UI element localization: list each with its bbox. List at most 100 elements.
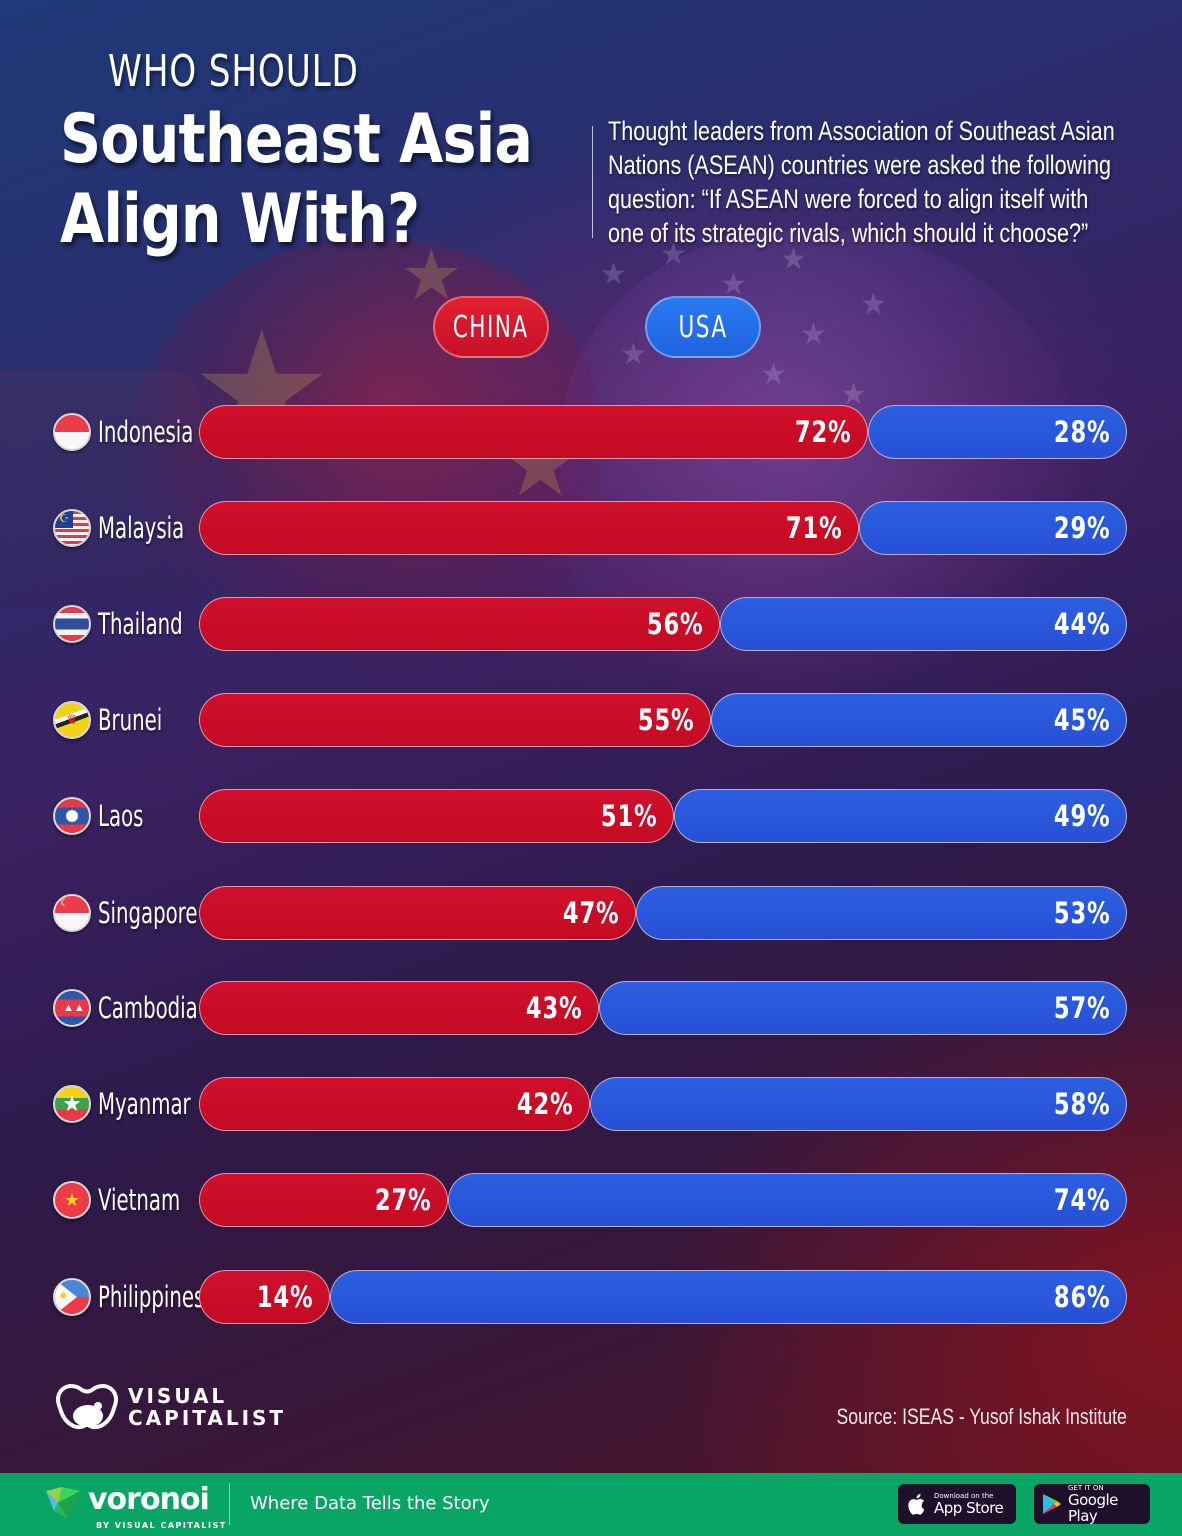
title-line-2: Align With? <box>60 180 420 259</box>
usa-value: 49% <box>1053 799 1110 833</box>
china-bar: 72% <box>199 405 868 459</box>
tagline: Where Data Tells the Story <box>250 1493 490 1514</box>
voronoi-wordmark: voronoi <box>88 1482 210 1517</box>
usa-bar: 28% <box>868 405 1127 459</box>
visual-capitalist-logo: VISUAL CAPITALIST <box>52 1380 286 1434</box>
google-play-small-text: GET IT ON <box>1068 1484 1104 1492</box>
country-label: Thailand <box>98 607 183 641</box>
china-bar: 71% <box>199 501 859 555</box>
china-bar: 55% <box>199 693 711 747</box>
legend-usa-label: USA <box>678 309 728 345</box>
myanmar-flag-icon: ★ <box>53 1085 91 1123</box>
brunei-flag-icon: ♛ <box>53 701 91 739</box>
country-label: Malaysia <box>98 511 185 545</box>
background-us-star-icon: ★ <box>620 338 647 371</box>
usa-bar: 57% <box>599 981 1127 1035</box>
voronoi-logo[interactable]: voronoi BY VISUAL CAPITALIST <box>44 1482 225 1530</box>
country-label: Indonesia <box>98 415 194 449</box>
usa-bar: 44% <box>720 597 1127 651</box>
usa-value: 58% <box>1053 1087 1110 1121</box>
background-us-star-icon: ★ <box>840 378 867 411</box>
usa-value: 29% <box>1053 511 1110 545</box>
source-note: Source: ISEAS - Yusof Ishak Institute <box>836 1404 1127 1429</box>
chart-row: Indonesia 72% 28% <box>0 405 1182 459</box>
usa-value: 44% <box>1053 607 1110 641</box>
title-kicker: WHO SHOULD <box>108 46 359 97</box>
usa-bar: 45% <box>711 693 1127 747</box>
brand-line-1: VISUAL <box>128 1384 228 1408</box>
chart-row: Laos 51% 49% <box>0 789 1182 843</box>
usa-value: 45% <box>1053 703 1110 737</box>
voronoi-footer-bar: voronoi BY VISUAL CAPITALIST Where Data … <box>0 1473 1182 1536</box>
chart-row: ★ Vietnam 27% 74% <box>0 1173 1182 1227</box>
china-bar: 42% <box>199 1077 590 1131</box>
country-label: Brunei <box>98 703 163 737</box>
google-play-big-text: Google Play <box>1068 1491 1118 1525</box>
voronoi-subtitle: BY VISUAL CAPITALIST <box>96 1521 227 1530</box>
chart-description: Thought leaders from Association of Sout… <box>608 116 1115 248</box>
china-value: 27% <box>374 1183 431 1217</box>
china-value: 14% <box>256 1280 313 1314</box>
background-us-star-icon: ★ <box>660 238 687 271</box>
header-divider <box>592 126 593 238</box>
china-value: 43% <box>525 991 582 1025</box>
chart-row: ☪ Malaysia 71% 29% <box>0 501 1182 555</box>
indonesia-flag-icon <box>53 413 91 451</box>
cambodia-flag-icon: ▲▲ <box>53 989 91 1027</box>
china-value: 47% <box>562 896 619 930</box>
usa-bar: 58% <box>590 1077 1127 1131</box>
usa-value: 53% <box>1053 896 1110 930</box>
thailand-flag-icon <box>53 605 91 643</box>
background-us-star-icon: ★ <box>780 243 807 276</box>
china-bar: 56% <box>199 597 720 651</box>
china-bar: 51% <box>199 789 674 843</box>
china-value: 42% <box>516 1087 573 1121</box>
usa-value: 74% <box>1053 1183 1110 1217</box>
legend-china: CHINA <box>433 296 549 358</box>
usa-bar: 29% <box>859 501 1127 555</box>
china-value: 72% <box>794 415 851 449</box>
legend-china-label: CHINA <box>453 309 529 345</box>
china-value: 71% <box>785 511 842 545</box>
brand-line-2: CAPITALIST <box>128 1406 287 1430</box>
background-us-star-icon: ★ <box>720 268 747 301</box>
google-play-icon <box>1042 1493 1062 1515</box>
background-us-star-icon: ★ <box>800 318 827 351</box>
title-line-1: Southeast Asia <box>60 100 533 179</box>
laos-flag-icon <box>53 797 91 835</box>
china-value: 51% <box>600 799 657 833</box>
vietnam-flag-icon: ★ <box>53 1181 91 1219</box>
google-play-button[interactable]: GET IT ON Google Play <box>1034 1484 1150 1524</box>
usa-value: 86% <box>1053 1280 1110 1314</box>
china-value: 55% <box>637 703 694 737</box>
page-title: Southeast Asia Align With? <box>60 100 533 260</box>
china-value: 56% <box>646 607 703 641</box>
china-bar: 27% <box>199 1173 448 1227</box>
country-label: Vietnam <box>98 1183 181 1217</box>
usa-value: 57% <box>1053 991 1110 1025</box>
chart-row: ✹ Philippines 14% 86% <box>0 1270 1182 1324</box>
chart-row: ★ Myanmar 42% 58% <box>0 1077 1182 1131</box>
philippines-flag-icon: ✹ <box>53 1278 91 1316</box>
app-store-big-text: App Store <box>934 1499 1004 1517</box>
apple-icon <box>906 1493 928 1515</box>
chart-row: ▲▲ Cambodia 43% 57% <box>0 981 1182 1035</box>
country-label: Cambodia <box>98 991 198 1025</box>
china-bar: 47% <box>199 886 636 940</box>
chart-row: ♛ Brunei 55% 45% <box>0 693 1182 747</box>
country-label: Singapore <box>98 896 198 930</box>
app-store-button[interactable]: Download on the App Store <box>898 1484 1016 1524</box>
china-bar: 43% <box>199 981 599 1035</box>
china-bar: 14% <box>199 1270 330 1324</box>
voronoi-mark-icon <box>46 1487 80 1519</box>
footer-divider <box>229 1483 230 1525</box>
chart-row: ☾ Singapore 47% 53% <box>0 886 1182 940</box>
malaysia-flag-icon: ☪ <box>53 509 91 547</box>
app-store-small-text: Download on the <box>934 1492 994 1500</box>
country-label: Philippines <box>98 1280 205 1314</box>
background-us-star-icon: ★ <box>600 258 627 291</box>
usa-bar: 53% <box>636 886 1127 940</box>
background-us-star-icon: ★ <box>860 288 887 321</box>
usa-bar: 49% <box>674 789 1127 843</box>
background-us-star-icon: ★ <box>760 358 787 391</box>
